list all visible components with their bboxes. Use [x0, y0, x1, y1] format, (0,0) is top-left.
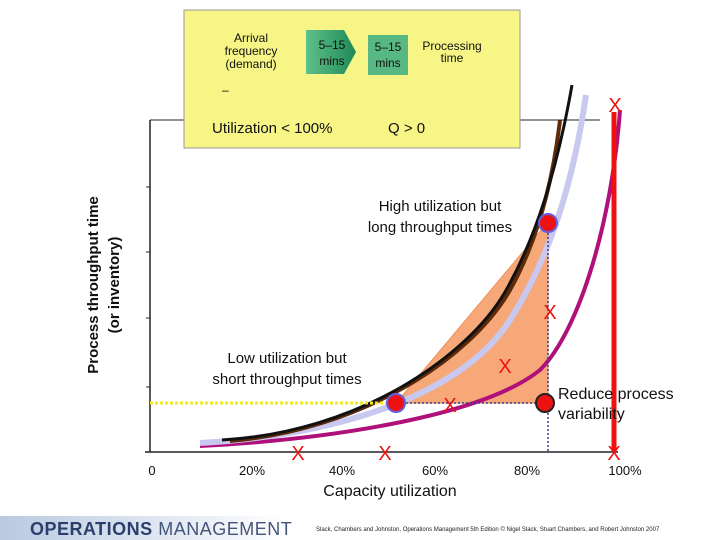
footer-bar — [0, 516, 720, 540]
processing-box — [368, 35, 408, 75]
arrival-mins-line2: mins — [319, 54, 344, 68]
arrival-mins-line1: 5–15 — [319, 38, 346, 52]
x-mark-lower: X — [443, 395, 456, 417]
arrival-label-line2: frequency — [225, 44, 278, 58]
curve-reduced-variability — [199, 109, 622, 448]
queue-text: Q > 0 — [388, 120, 425, 137]
brand-word-management: MANAGEMENT — [158, 519, 293, 539]
high-util-label-line2: long throughput times — [368, 219, 512, 236]
x-mark-top: X — [608, 95, 621, 117]
reduce-variability-label-line2: variability — [558, 406, 625, 423]
x-tick-40: 40% — [329, 463, 355, 478]
processing-mins-line2: mins — [375, 56, 400, 70]
processing-label-line1: Processing — [422, 39, 481, 53]
curve-black — [221, 84, 574, 442]
x-mark-axis-100: X — [607, 443, 620, 465]
y-axis-label-line2: (or inventory) — [106, 237, 123, 334]
point-reduced-variability — [535, 393, 555, 413]
x-mark-center: X — [498, 356, 511, 378]
arrival-label-line3: (demand) — [225, 57, 276, 71]
arrival-arrow-shape — [306, 30, 356, 74]
footer-credit: Slack, Chambers and Johnston, Operations… — [316, 527, 660, 533]
x-tick-20: 20% — [239, 463, 265, 478]
low-util-label-line2: short throughput times — [212, 371, 361, 388]
point-low-utilization — [386, 393, 406, 413]
x-axis-label: Capacity utilization — [323, 483, 456, 500]
utilization-text: Utilization < 100% — [212, 120, 332, 137]
x-mark-right-mid: X — [543, 302, 556, 324]
x-tick-0: 0 — [148, 463, 155, 478]
processing-mins-line1: 5–15 — [375, 40, 402, 54]
high-util-label-line1: High utilization but — [379, 198, 502, 215]
processing-label-line2: time — [441, 51, 464, 65]
legend-dash: – — [222, 83, 229, 97]
x-mark-axis-30: X — [291, 443, 304, 465]
y-axis-label-line1: Process throughput time — [85, 196, 102, 374]
curve-light-lavender — [199, 94, 589, 446]
x-tick-100: 100% — [608, 463, 642, 478]
x-mark-axis-40: X — [378, 443, 391, 465]
brand-word-operations: OPERATIONS — [30, 519, 153, 539]
reduce-variability-label-line1: Reduce process — [558, 386, 674, 403]
point-high-utilization — [538, 213, 558, 233]
x-tick-60: 60% — [422, 463, 448, 478]
brand-logo-text: OPERATIONS MANAGEMENT — [30, 519, 292, 540]
low-util-label-line1: Low utilization but — [227, 350, 347, 367]
y-tick-marks — [146, 186, 150, 388]
legend-box — [183, 9, 521, 149]
x-tick-80: 80% — [514, 463, 540, 478]
arrival-label-line1: Arrival — [234, 31, 268, 45]
